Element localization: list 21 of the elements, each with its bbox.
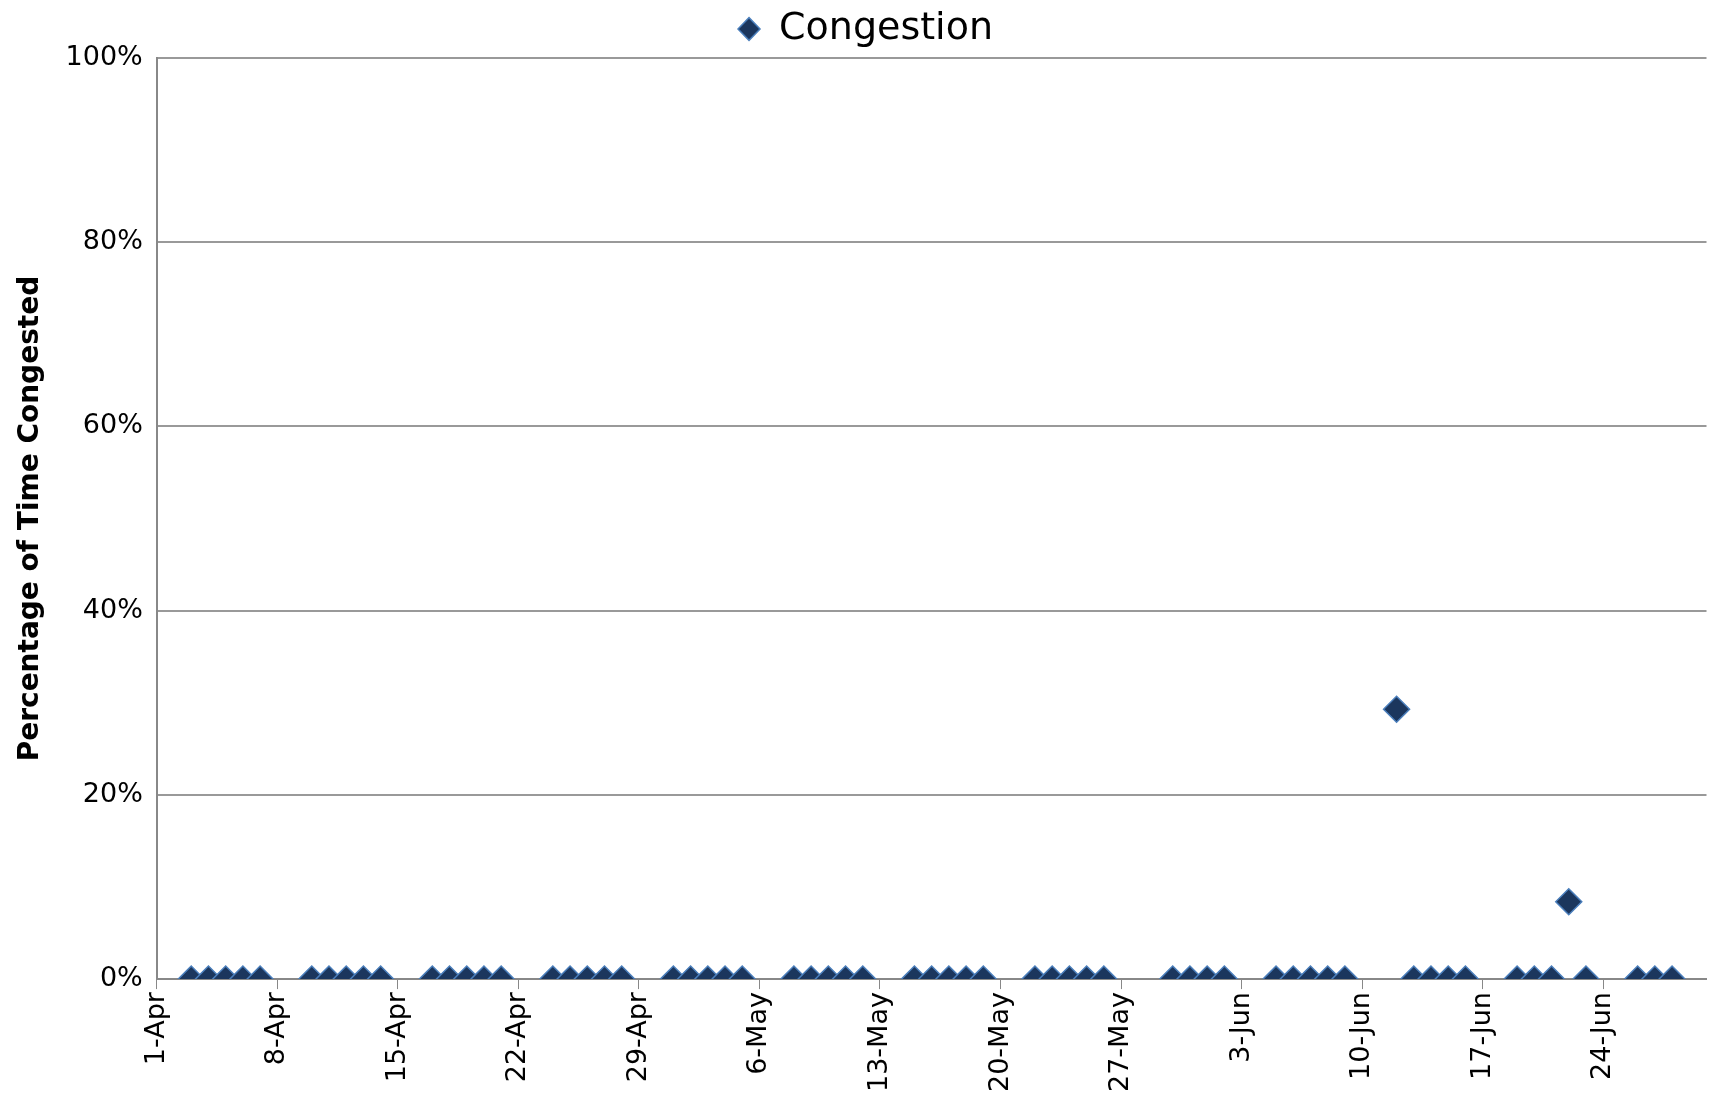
x-tick-label: 27-May — [1103, 992, 1135, 1092]
x-tick-label: 15-Apr — [379, 991, 411, 1083]
x-tick-label: 29-Apr — [620, 991, 652, 1083]
x-tick-label: 1-Apr — [138, 991, 170, 1066]
x-tick-label: 24-Jun — [1585, 992, 1617, 1080]
y-tick-label: 80% — [82, 224, 143, 256]
x-tick-label: 3-Jun — [1223, 992, 1255, 1063]
x-tick-label: 13-May — [862, 992, 893, 1092]
y-tick-label: 0% — [99, 961, 143, 993]
x-tick-label: 22-Apr — [500, 991, 532, 1083]
y-tick-label: 40% — [82, 592, 143, 624]
x-tick-label: 20-May — [982, 992, 1014, 1092]
x-tick-label: 17-Jun — [1464, 992, 1496, 1080]
x-tick-label: 8-Apr — [259, 991, 291, 1066]
y-axis-title: Percentage of Time Congested — [12, 275, 46, 762]
y-tick-label: 60% — [82, 408, 143, 440]
y-tick-label: 20% — [82, 776, 143, 808]
y-tick-label: 100% — [65, 40, 143, 72]
x-tick-label: 10-Jun — [1344, 992, 1376, 1080]
legend-label: Congestion — [779, 3, 993, 48]
x-tick-label: 6-May — [741, 992, 773, 1075]
